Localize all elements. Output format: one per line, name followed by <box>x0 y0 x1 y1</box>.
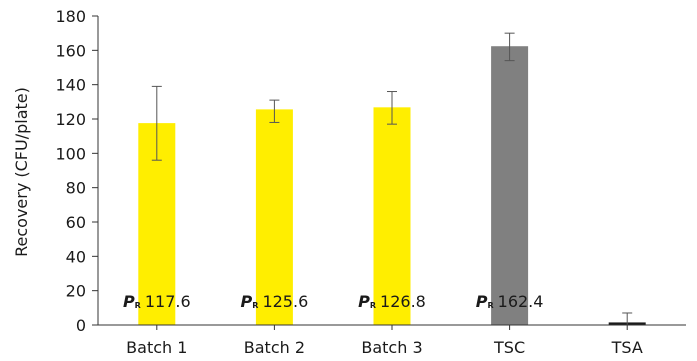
y-tick-label: 60 <box>66 213 86 232</box>
x-tick-label: TSA <box>611 338 643 357</box>
y-axis-title: Recovery (CFU/plate) <box>12 87 31 257</box>
x-ticks-group: Batch 1 Batch 2 Batch 3 TSC TSA <box>126 325 643 357</box>
data-label: PR 125.6 <box>241 292 309 311</box>
y-tick-label: 100 <box>55 144 86 163</box>
y-tick-label: 80 <box>66 179 86 198</box>
x-tick-label: Batch 3 <box>361 338 422 357</box>
y-tick-label: 180 <box>55 7 86 26</box>
annotations-group: PR 117.6 PR 125.6 PR 126.8 PR 162.4 <box>123 292 544 311</box>
bar <box>255 109 293 326</box>
bar <box>491 46 529 326</box>
y-tick-label: 140 <box>55 76 86 95</box>
x-tick-label: Batch 1 <box>126 338 187 357</box>
y-tick-label: 120 <box>55 110 86 129</box>
data-label: PR 117.6 <box>123 292 191 311</box>
y-ticks-group: 0 20 40 60 80 100 120 140 160 180 <box>55 7 98 335</box>
error-bars-group <box>151 32 633 326</box>
data-label: PR 126.8 <box>358 292 426 311</box>
y-tick-label: 40 <box>66 247 86 266</box>
bars-group <box>138 46 646 326</box>
y-tick-label: 160 <box>55 41 86 60</box>
bar <box>373 107 411 326</box>
data-label: PR 162.4 <box>476 292 544 311</box>
y-tick-label: 20 <box>66 282 86 301</box>
x-tick-label: TSC <box>493 338 525 357</box>
y-tick-label: 0 <box>76 316 86 335</box>
x-tick-label: Batch 2 <box>244 338 305 357</box>
